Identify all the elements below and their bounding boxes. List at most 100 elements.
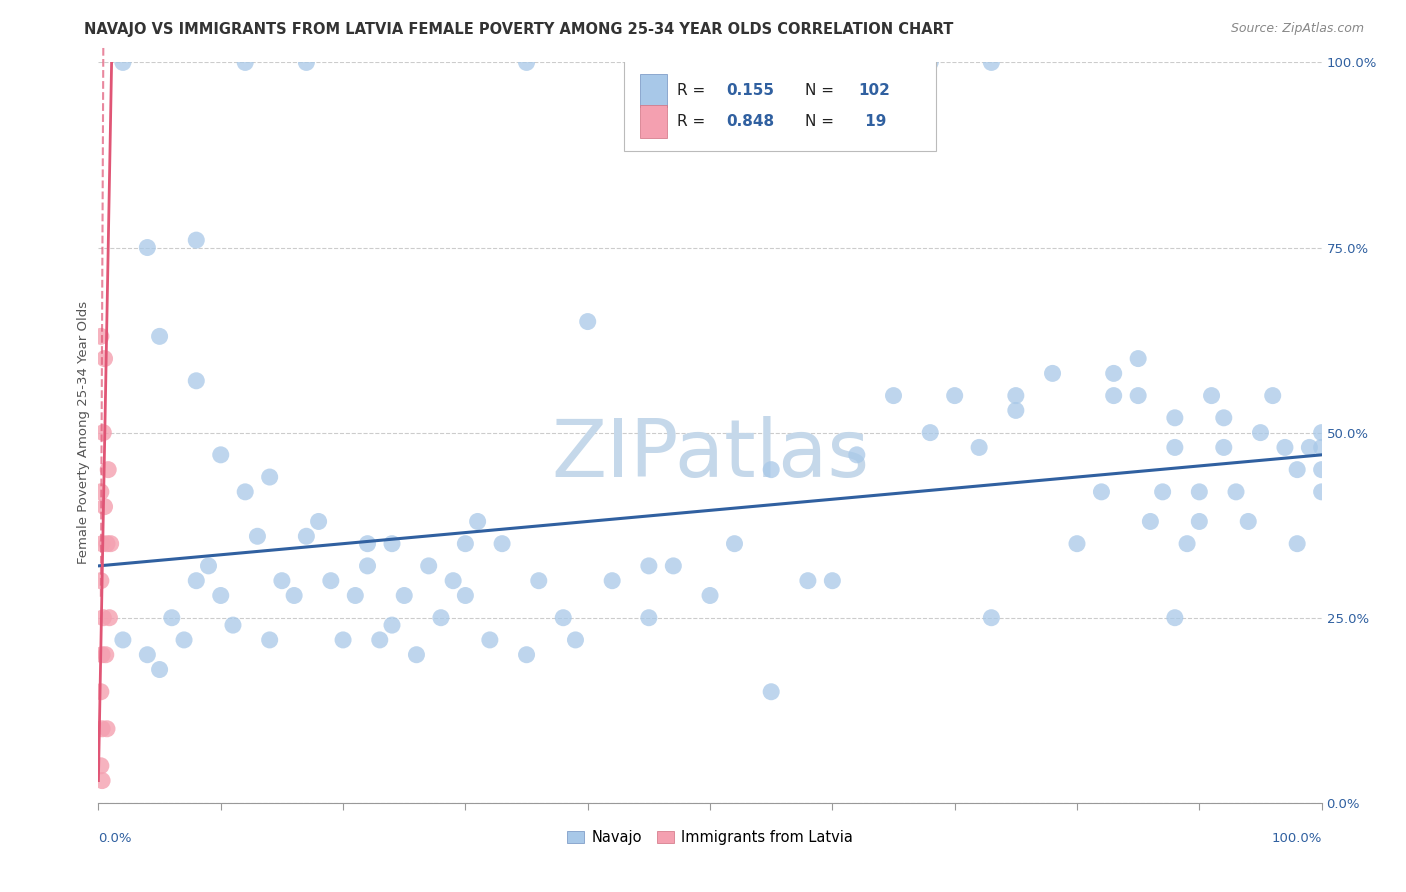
Point (1152, 484, 1174, 499)
Point (1164, 610, 1187, 624)
Point (454, 536, 477, 550)
Point (111, 55, 134, 70)
Text: 19: 19 (860, 114, 887, 129)
Point (98, 610, 121, 624)
Point (91, 773, 114, 788)
Point (259, 632, 281, 647)
Point (920, 55, 942, 70)
Point (91, 425, 114, 440)
Point (381, 618, 404, 632)
Point (761, 685, 783, 699)
Point (90, 484, 112, 499)
Point (91, 648, 114, 662)
Point (405, 648, 427, 662)
Text: 102: 102 (858, 83, 890, 98)
Point (980, 610, 1002, 624)
Point (1274, 441, 1296, 455)
Text: N =: N = (806, 114, 839, 129)
Point (662, 558, 685, 573)
Point (186, 374, 208, 388)
Point (97, 462, 120, 476)
FancyBboxPatch shape (624, 59, 936, 152)
Point (920, 425, 942, 440)
Legend: Navajo, Immigrants from Latvia: Navajo, Immigrants from Latvia (561, 824, 859, 851)
Point (1225, 484, 1247, 499)
Point (418, 558, 440, 573)
Bar (640, 105, 668, 138)
Point (980, 55, 1002, 70)
Point (1128, 388, 1150, 402)
Point (1310, 462, 1333, 476)
Point (295, 529, 318, 543)
Point (90, 329, 112, 343)
Point (1212, 441, 1234, 455)
Text: R =: R = (678, 83, 710, 98)
Point (430, 610, 453, 624)
Point (222, 618, 245, 632)
Point (454, 589, 477, 603)
Point (491, 536, 513, 550)
Point (821, 574, 844, 588)
Point (270, 574, 294, 588)
Text: N =: N = (806, 83, 839, 98)
Point (90, 758, 112, 772)
Point (1164, 410, 1187, 425)
Point (1090, 484, 1112, 499)
Point (515, 55, 537, 70)
Point (233, 55, 256, 70)
Point (136, 240, 159, 255)
Text: ZIPatlas: ZIPatlas (551, 416, 869, 494)
Point (1004, 403, 1026, 417)
Point (96, 722, 118, 736)
Point (295, 55, 318, 70)
Text: R =: R = (678, 114, 710, 129)
Point (637, 558, 661, 573)
Point (1188, 515, 1211, 529)
Text: 100.0%: 100.0% (1271, 832, 1322, 846)
Point (91, 722, 114, 736)
Point (441, 574, 464, 588)
Point (283, 589, 305, 603)
Point (173, 632, 195, 647)
Point (1102, 388, 1125, 402)
Point (186, 574, 208, 588)
Point (845, 448, 868, 462)
Point (883, 388, 905, 402)
Point (1261, 388, 1284, 402)
Point (96, 536, 118, 550)
Point (233, 484, 256, 499)
Point (209, 589, 232, 603)
Point (381, 536, 404, 550)
Text: 0.848: 0.848 (725, 114, 775, 129)
Point (1286, 462, 1309, 476)
Point (246, 529, 269, 543)
Point (1139, 515, 1161, 529)
Point (1201, 388, 1223, 402)
Point (356, 558, 378, 573)
Point (90, 574, 112, 588)
Point (1237, 515, 1260, 529)
Point (761, 462, 783, 476)
Point (1066, 536, 1088, 550)
Point (1310, 441, 1333, 455)
Point (308, 515, 330, 529)
Point (1188, 484, 1211, 499)
Point (319, 574, 342, 588)
Point (197, 558, 219, 573)
Point (600, 574, 623, 588)
Point (344, 589, 367, 603)
Point (699, 589, 721, 603)
Point (1175, 536, 1198, 550)
Point (967, 441, 990, 455)
Point (149, 663, 172, 677)
Point (136, 648, 159, 662)
Point (186, 233, 208, 247)
Text: 0.0%: 0.0% (98, 832, 132, 846)
Point (797, 574, 820, 588)
Point (160, 610, 183, 624)
Point (392, 589, 416, 603)
Point (1310, 484, 1333, 499)
Point (553, 610, 575, 624)
Point (356, 536, 378, 550)
Point (91, 536, 114, 550)
